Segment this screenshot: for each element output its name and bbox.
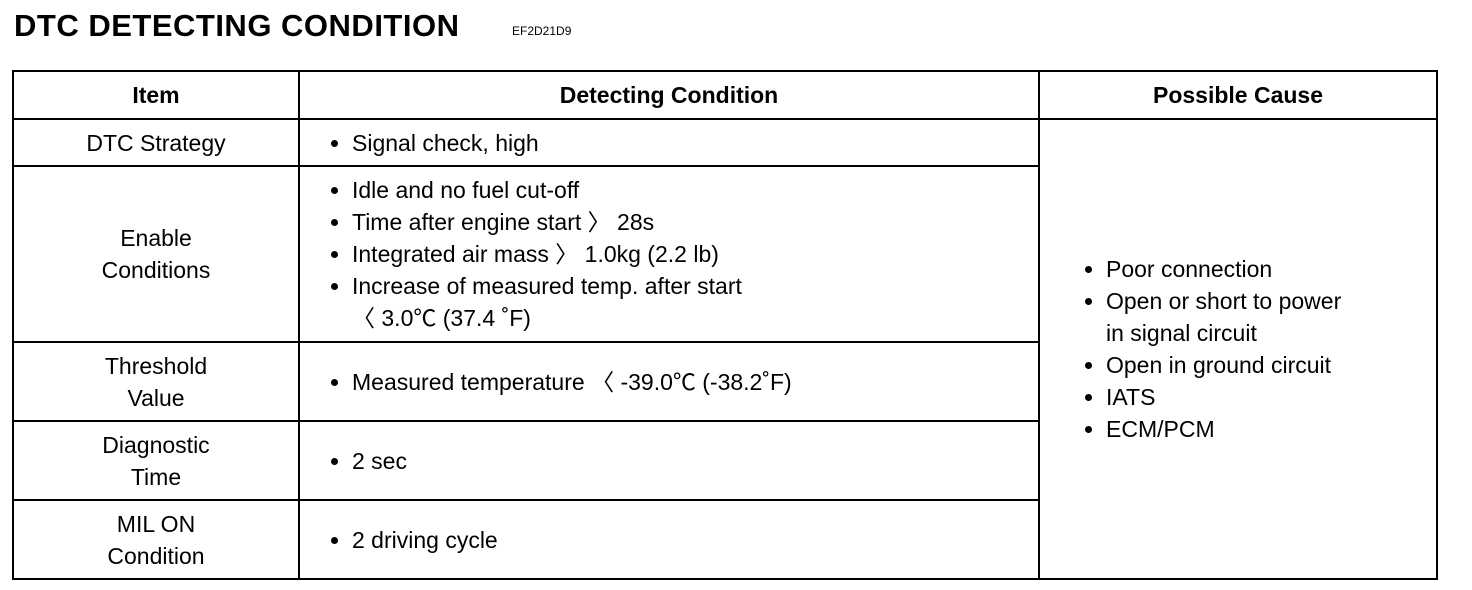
text-line: 2 driving cycle xyxy=(352,526,498,553)
text-line: Open or short to power xyxy=(1106,288,1342,314)
bullet: IATS xyxy=(1106,381,1436,413)
text-line: Integrated air mass 〉 1.0kg (2.2 lb) xyxy=(352,241,719,267)
bullet: Increase of measured temp. after start 〈 … xyxy=(352,270,1038,334)
condition-cell: Idle and no fuel cut-off Time after engin… xyxy=(298,165,1040,343)
cause-cell: Poor connection Open or short to power in … xyxy=(1038,118,1438,580)
text-line: Time xyxy=(130,463,182,490)
text-line: ECM/PCM xyxy=(1106,416,1215,442)
condition-cell: Signal check, high xyxy=(298,118,1040,167)
text-line: IATS xyxy=(1106,384,1156,410)
item-cell: MIL ON Condition xyxy=(12,499,300,580)
text-line: DTC Strategy xyxy=(86,129,226,156)
bullet: Open in ground circuit xyxy=(1106,349,1436,381)
bullet: Idle and no fuel cut-off xyxy=(352,174,1038,206)
text-line: Condition xyxy=(107,542,205,569)
text-line: Open in ground circuit xyxy=(1106,352,1332,378)
text-line: 2 sec xyxy=(352,447,407,474)
bullet: Measured temperature 〈 -39.0℃ (-38.2˚F) xyxy=(352,366,1038,398)
bullet-list: 2 sec xyxy=(326,445,1038,477)
item-cell: Threshold Value xyxy=(12,341,300,422)
bullet-list: 2 driving cycle xyxy=(326,524,1038,556)
row: Threshold Value Measured temperature 〈 -39… xyxy=(12,341,1437,422)
text-line: Measured temperature 〈 -39.0℃ (-38.2˚F) xyxy=(352,368,792,395)
item-cell: Enable Conditions xyxy=(12,165,300,343)
bullet-list: Signal check, high xyxy=(326,127,1038,159)
bullet: Poor connection xyxy=(1106,253,1436,285)
bullet: ECM/PCM xyxy=(1106,413,1436,445)
condition-cell: 2 sec xyxy=(298,420,1040,501)
bullet: 2 driving cycle xyxy=(352,524,1038,556)
text-line: Idle and no fuel cut-off xyxy=(352,177,580,203)
row: Enable Conditions Idle and no fuel cut-off… xyxy=(12,165,1437,343)
bullet-list: Idle and no fuel cut-off Time after engin… xyxy=(326,174,1038,334)
text-line: in signal circuit xyxy=(1106,320,1257,346)
row: MIL ON Condition 2 driving cycle xyxy=(12,499,1437,580)
bullet-list: Measured temperature 〈 -39.0℃ (-38.2˚F) xyxy=(326,366,1038,398)
table: Item Detecting Condition Possible Cause DTC… xyxy=(12,70,1438,580)
column-header: Detecting Condition xyxy=(298,70,1040,120)
title: DTC DETECTING CONDITION xyxy=(14,8,460,43)
text-line: MIL ON xyxy=(116,510,196,537)
bullet-list: Poor connection Open or short to power in … xyxy=(1080,253,1436,445)
bullet: 2 sec xyxy=(352,445,1038,477)
row: DTC Strategy Signal check, high Poor conne… xyxy=(12,118,1438,580)
text-line: Increase of measured temp. after start xyxy=(352,273,742,299)
row: Diagnostic Time 2 sec xyxy=(12,420,1437,501)
text-line: Conditions xyxy=(101,257,211,283)
code: EF2D21D9 xyxy=(512,24,572,38)
bullet: Open or short to power in signal circuit xyxy=(1106,285,1436,349)
condition-cell: 2 driving cycle xyxy=(298,499,1040,580)
text-line: Value xyxy=(127,384,185,411)
text-line: Threshold xyxy=(104,352,208,379)
bullet: Signal check, high xyxy=(352,127,1038,159)
column-header: Possible Cause xyxy=(1038,70,1438,120)
bullet: Time after engine start 〉 28s xyxy=(352,206,1038,238)
text-line: Enable xyxy=(120,225,192,251)
text-line: 〈 3.0℃ (37.4 ˚F) xyxy=(352,305,531,331)
bullet: Integrated air mass 〉 1.0kg (2.2 lb) xyxy=(352,238,1038,270)
condition-cell: Measured temperature 〈 -39.0℃ (-38.2˚F) xyxy=(298,341,1040,422)
column-header: Item xyxy=(12,70,300,120)
text-line: Poor connection xyxy=(1106,256,1273,282)
item-cell: DTC Strategy xyxy=(12,118,300,167)
text-line: Diagnostic xyxy=(102,431,210,458)
header-row: Item Detecting Condition Possible Cause xyxy=(12,70,1438,120)
text-line: Signal check, high xyxy=(352,129,539,156)
item-cell: Diagnostic Time xyxy=(12,420,300,501)
text-line: Time after engine start 〉 28s xyxy=(352,209,655,235)
